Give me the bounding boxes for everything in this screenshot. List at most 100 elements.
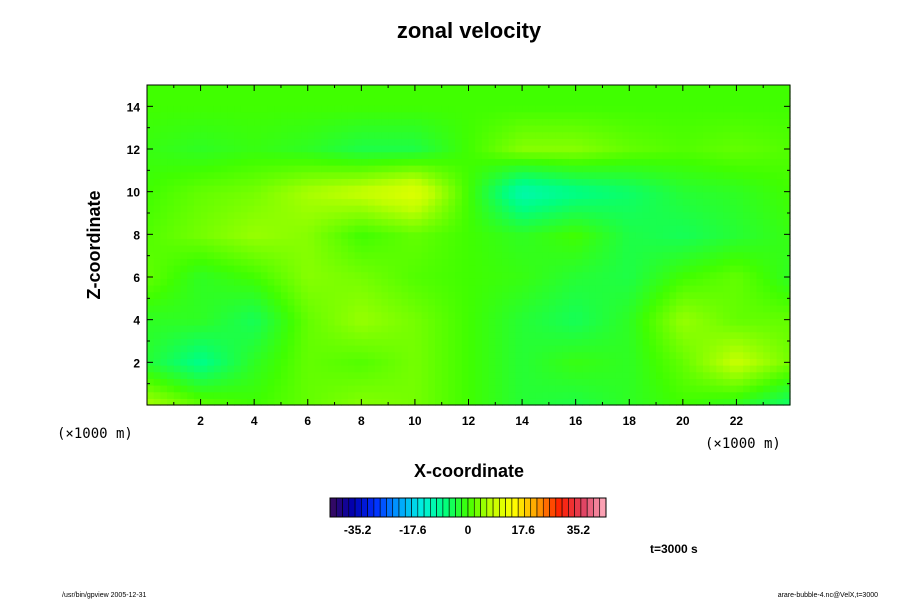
heatmap-cell xyxy=(635,371,644,379)
heatmap-cell xyxy=(542,138,550,146)
heatmap-cell xyxy=(193,245,202,253)
heatmap-cell xyxy=(575,231,583,239)
heatmap-cell xyxy=(234,211,242,219)
heatmap-cell xyxy=(522,331,530,339)
heatmap-cell xyxy=(602,331,610,339)
heatmap-cell xyxy=(743,118,751,126)
heatmap-cell xyxy=(240,158,249,166)
heatmap-cell xyxy=(481,118,490,126)
heatmap-cell xyxy=(401,351,409,359)
heatmap-cell xyxy=(783,338,791,346)
heatmap-cell xyxy=(401,291,409,299)
heatmap-cell xyxy=(602,151,610,159)
heatmap-cell xyxy=(662,125,671,133)
heatmap-cell xyxy=(200,371,208,379)
heatmap-cell xyxy=(240,238,249,246)
heatmap-cell xyxy=(475,285,483,293)
heatmap-cell xyxy=(682,305,691,313)
heatmap-cell xyxy=(535,398,543,406)
heatmap-cell xyxy=(374,178,383,186)
heatmap-cell xyxy=(669,91,677,99)
heatmap-cell xyxy=(428,171,436,179)
heatmap-cell xyxy=(260,305,269,313)
heatmap-cell xyxy=(475,198,483,206)
heatmap-cell xyxy=(200,238,208,246)
heatmap-cell xyxy=(682,238,691,246)
heatmap-cell xyxy=(763,278,771,286)
heatmap-cell xyxy=(582,298,590,306)
heatmap-cell xyxy=(267,298,275,306)
heatmap-cell xyxy=(347,91,356,99)
heatmap-cell xyxy=(374,318,383,326)
heatmap-cell xyxy=(461,358,470,366)
heatmap-cell xyxy=(689,338,697,346)
heatmap-cell xyxy=(542,225,550,233)
heatmap-cell xyxy=(227,311,235,319)
heatmap-cell xyxy=(716,351,724,359)
heatmap-cell xyxy=(247,191,255,199)
heatmap-cell xyxy=(455,165,463,173)
heatmap-cell xyxy=(167,318,175,326)
heatmap-cell xyxy=(368,165,376,173)
heatmap-cell xyxy=(589,338,597,346)
heatmap-cell xyxy=(361,231,369,239)
heatmap-cell xyxy=(602,391,610,399)
heatmap-cell xyxy=(260,378,269,386)
heatmap-cell xyxy=(207,291,215,299)
heatmap-cell xyxy=(635,258,644,266)
heatmap-cell xyxy=(368,338,376,346)
heatmap-cell xyxy=(294,231,302,239)
heatmap-cell xyxy=(649,165,657,173)
heatmap-cell xyxy=(522,351,530,359)
heatmap-cell xyxy=(689,251,697,259)
heatmap-cell xyxy=(522,225,530,233)
heatmap-cell xyxy=(287,245,295,253)
heatmap-cell xyxy=(709,365,717,373)
heatmap-cell xyxy=(280,125,289,133)
heatmap-cell xyxy=(408,385,416,393)
heatmap-cell xyxy=(167,105,175,113)
heatmap-cell xyxy=(501,385,510,393)
heatmap-cell xyxy=(743,338,751,346)
heatmap-cell xyxy=(220,338,228,346)
heatmap-cell xyxy=(394,371,403,379)
heatmap-cell xyxy=(448,158,456,166)
heatmap-cell xyxy=(180,265,188,273)
heatmap-cell xyxy=(555,251,563,259)
heatmap-cell xyxy=(153,125,161,133)
heatmap-cell xyxy=(247,178,255,186)
heatmap-cell xyxy=(428,318,436,326)
heatmap-cell xyxy=(743,285,751,293)
heatmap-cell xyxy=(227,198,235,206)
heatmap-cell xyxy=(676,178,684,186)
heatmap-cell xyxy=(736,218,744,226)
heatmap-cell xyxy=(515,158,523,166)
heatmap-cell xyxy=(589,358,597,366)
heatmap-cell xyxy=(589,145,597,153)
heatmap-cell xyxy=(481,98,490,106)
heatmap-cell xyxy=(441,191,450,199)
heatmap-cell xyxy=(200,131,208,139)
heatmap-cell xyxy=(147,365,155,373)
heatmap-cell xyxy=(461,185,470,193)
heatmap-cell xyxy=(468,258,476,266)
heatmap-cell xyxy=(274,145,282,153)
heatmap-cell xyxy=(167,345,175,353)
heatmap-cell xyxy=(301,398,309,406)
heatmap-cell xyxy=(455,385,463,393)
heatmap-cell xyxy=(274,205,282,213)
heatmap-cell xyxy=(160,365,168,373)
heatmap-cell xyxy=(488,191,496,199)
heatmap-cell xyxy=(501,105,510,113)
heatmap-cell xyxy=(535,225,543,233)
heatmap-cell xyxy=(455,151,463,159)
heatmap-cell xyxy=(301,205,309,213)
heatmap-cell xyxy=(220,311,228,319)
heatmap-cell xyxy=(374,171,383,179)
heatmap-cell xyxy=(435,118,443,126)
heatmap-cell xyxy=(334,358,342,366)
heatmap-cell xyxy=(783,385,791,393)
heatmap-cell xyxy=(374,238,383,246)
heatmap-cell xyxy=(662,85,671,93)
heatmap-cell xyxy=(669,358,677,366)
